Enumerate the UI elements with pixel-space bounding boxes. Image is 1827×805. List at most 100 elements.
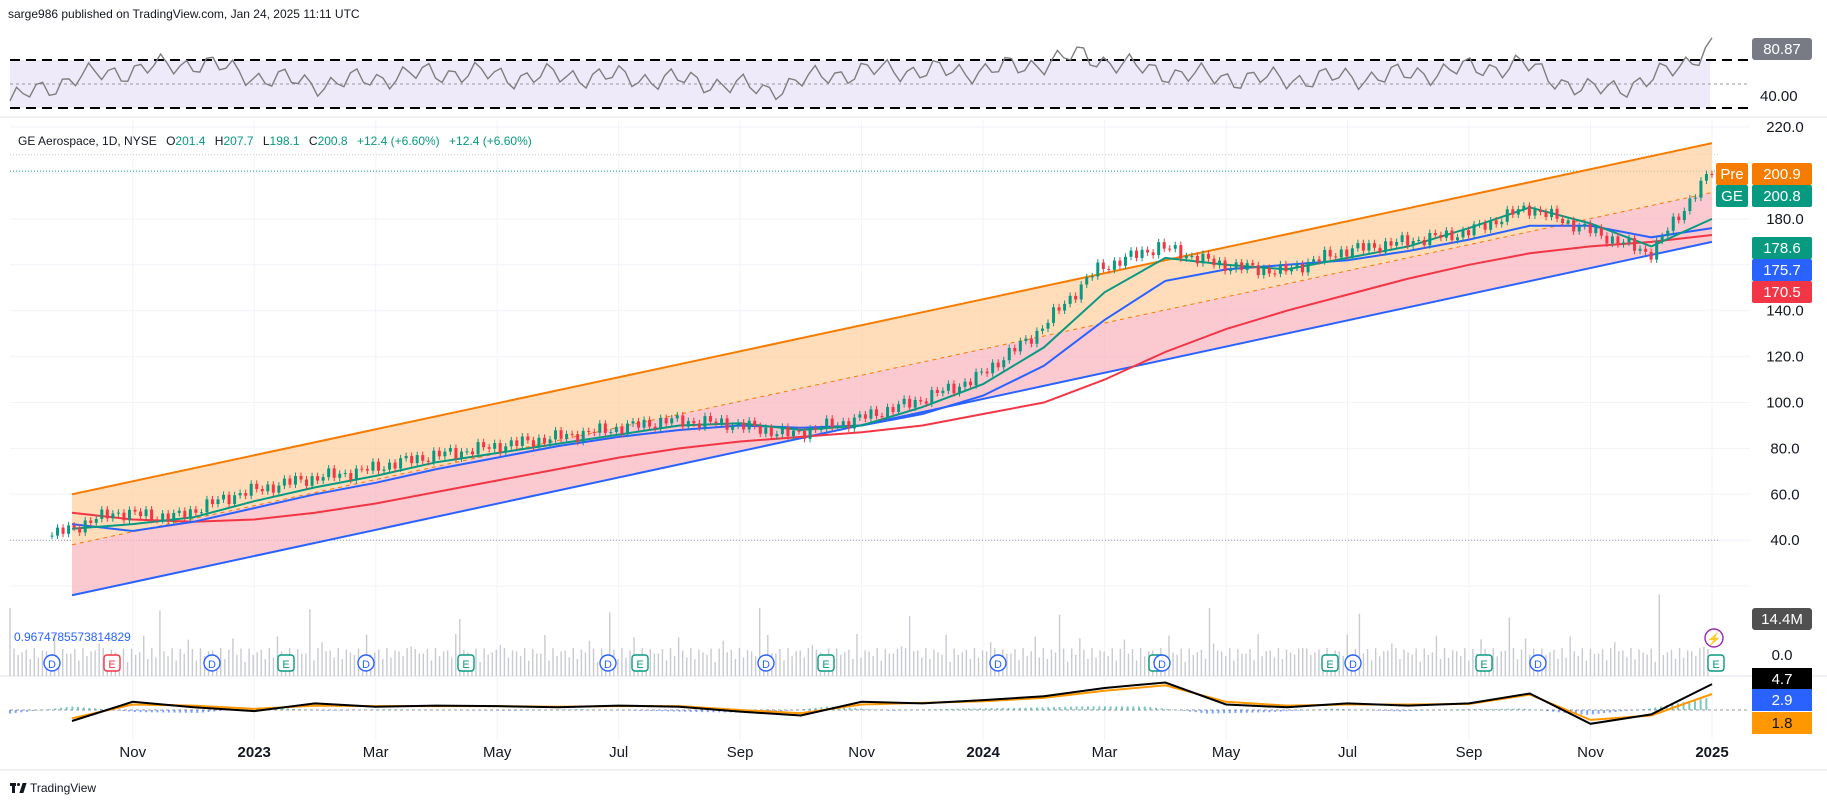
candle-body — [1273, 273, 1277, 275]
candle-body — [692, 421, 696, 424]
candle-body — [1395, 241, 1399, 246]
candle-body — [946, 383, 950, 391]
candle-body — [1218, 260, 1222, 266]
candle-body — [1655, 240, 1659, 260]
candle-body — [1301, 264, 1305, 273]
candle-body — [1306, 261, 1310, 273]
candle-body — [1505, 209, 1509, 222]
candle-body — [1671, 216, 1675, 231]
candle-body — [742, 422, 746, 430]
candle-body — [653, 426, 657, 429]
candle-body — [836, 425, 840, 428]
candle-body — [548, 439, 552, 444]
candle-body — [316, 476, 320, 481]
candle-body — [1157, 242, 1161, 256]
candle-body — [1024, 338, 1028, 341]
candle-body — [780, 426, 784, 435]
symbol-label: GE Aerospace, 1D, NYSE — [18, 134, 157, 148]
candle-body — [681, 415, 685, 427]
candle-body — [985, 371, 989, 374]
candle-body — [210, 499, 214, 504]
candle-body — [1234, 262, 1238, 270]
publisher-note: sarge986 published on TradingView.com, J… — [8, 7, 360, 21]
high-value: 207.7 — [223, 134, 254, 148]
close-value: 200.8 — [317, 134, 348, 148]
candle-body — [1101, 262, 1105, 269]
candle-body — [1666, 230, 1670, 237]
dividend-marker — [599, 654, 617, 672]
macd-badge-value: 4.7 — [1772, 671, 1793, 688]
candle-body — [1411, 240, 1415, 246]
tradingview-logo[interactable]: TradingView — [10, 781, 96, 795]
candle-body — [327, 468, 331, 478]
candle-body — [509, 440, 513, 447]
candle-body — [1118, 260, 1122, 266]
earnings-marker-label: E — [1712, 659, 1719, 671]
candle-body — [188, 509, 192, 519]
candle-body — [1146, 249, 1150, 253]
candle-body — [1063, 303, 1067, 311]
candle-body — [1262, 268, 1266, 276]
channel-lower-fill — [72, 192, 1712, 596]
candle-body — [908, 398, 912, 408]
candle-body — [305, 479, 309, 486]
candle-body — [1057, 307, 1061, 311]
candle-body — [199, 512, 203, 514]
price-tag-label: Pre — [1720, 166, 1743, 183]
macd-histogram — [9, 698, 1708, 715]
candle-body — [1638, 248, 1642, 251]
candle-body — [1533, 209, 1537, 216]
price-badge-value: 170.5 — [1763, 284, 1801, 301]
tradingview-name: TradingView — [30, 781, 97, 795]
earnings-marker-label: E — [1480, 659, 1487, 671]
channel-upper-fill — [72, 143, 1712, 545]
candle-body — [924, 401, 928, 404]
candle-body — [847, 421, 851, 429]
candle-body — [1710, 174, 1714, 176]
candle-body — [1467, 230, 1471, 236]
candle-body — [1112, 260, 1116, 270]
candle-body — [731, 425, 735, 430]
x-tick-label: May — [1212, 744, 1241, 761]
dividend-marker — [989, 654, 1007, 672]
candle-body — [603, 423, 607, 433]
candle-body — [880, 415, 884, 418]
candle-body — [592, 431, 596, 433]
earnings-marker-label: E — [822, 659, 829, 671]
candle-body — [1616, 236, 1620, 245]
candle-body — [1317, 259, 1321, 262]
candle-body — [1660, 236, 1664, 241]
dividend-marker — [43, 654, 61, 672]
candle-body — [1035, 330, 1039, 344]
ma-long-line — [71, 234, 1713, 523]
candle-body — [708, 416, 712, 422]
candle-body — [271, 484, 275, 493]
price-axis-label: 60.0 — [1770, 486, 1799, 503]
rsi-last-value: 80.87 — [1763, 41, 1801, 58]
ma-mid-line — [71, 224, 1713, 533]
candle-body — [144, 509, 148, 517]
dividend-marker — [1529, 654, 1547, 672]
candle-body — [858, 414, 862, 418]
candle-body — [50, 535, 54, 537]
candle-body — [1212, 258, 1216, 266]
price-axis-label: 220.0 — [1766, 119, 1804, 136]
candle-body — [227, 494, 231, 505]
candle-body — [266, 484, 270, 492]
open-value: 201.4 — [175, 134, 206, 148]
candle-body — [930, 390, 934, 404]
price-axis-label: 80.0 — [1770, 440, 1799, 457]
candle-body — [1151, 252, 1155, 256]
macd-badge-value: 1.8 — [1772, 715, 1793, 732]
candle-body — [504, 446, 508, 453]
candle-body — [216, 499, 220, 504]
candle-body — [343, 472, 347, 474]
ohlc-legend: GE Aerospace, 1D, NYSE O201.4 H207.7 L19… — [18, 134, 532, 148]
candle-body — [1367, 243, 1371, 251]
candle-body — [56, 527, 60, 536]
candle-body — [902, 398, 906, 405]
candle-body — [1372, 243, 1376, 248]
price-tag-label: GE — [1721, 188, 1743, 205]
candle-body — [769, 427, 773, 437]
candle-body — [1406, 235, 1410, 246]
